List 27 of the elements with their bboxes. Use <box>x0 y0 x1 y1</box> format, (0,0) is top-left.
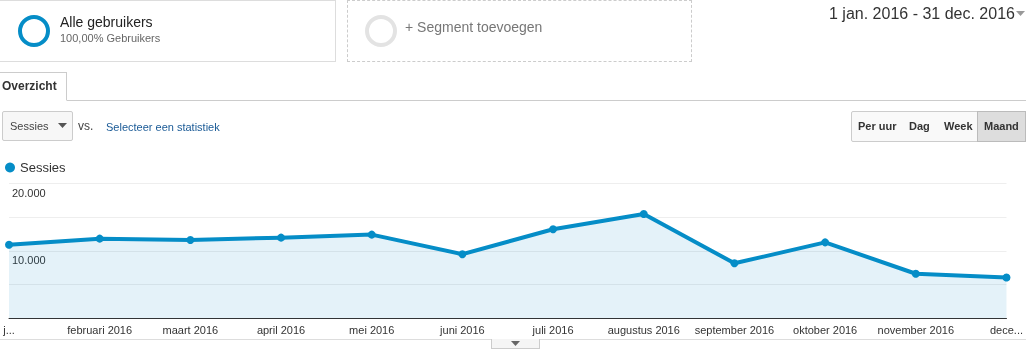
x-tick-label: februari 2016 <box>67 323 133 336</box>
x-tick-label: augustus 2016 <box>607 323 680 336</box>
text: Per uur <box>858 120 897 132</box>
legend-label: Sessies <box>20 160 67 175</box>
text: Selecteer een statistiek <box>106 121 220 133</box>
text: Week <box>944 120 973 132</box>
x-tick-label: juli 2016 <box>531 323 574 336</box>
text: Sessies <box>10 120 49 132</box>
text: Overzicht <box>2 79 57 93</box>
text: 100,00% Gebruikers <box>60 32 161 44</box>
x-tick-label: april 2016 <box>256 323 306 336</box>
x-tick-label: j... <box>2 323 15 336</box>
x-tick-label: dece... <box>989 323 1023 336</box>
x-tick-label: mei 2016 <box>349 323 395 336</box>
x-tick-label: november 2016 <box>877 323 955 336</box>
text: Maand <box>984 120 1019 132</box>
x-tick-label: september 2016 <box>694 323 775 336</box>
text: + Segment toevoegen <box>405 19 543 35</box>
text: vs. <box>78 119 94 133</box>
text: 1 jan. 2016 - 31 dec. 2016 <box>829 5 1015 23</box>
y-tick-label: 20.000 <box>12 186 46 199</box>
text: Dag <box>909 120 930 132</box>
x-tick-label: maart 2016 <box>162 323 219 336</box>
x-tick-label: oktober 2016 <box>793 323 858 336</box>
x-tick-label: juni 2016 <box>439 323 485 336</box>
text: Alle gebruikers <box>60 14 153 30</box>
y-tick-label: 10.000 <box>12 254 46 267</box>
